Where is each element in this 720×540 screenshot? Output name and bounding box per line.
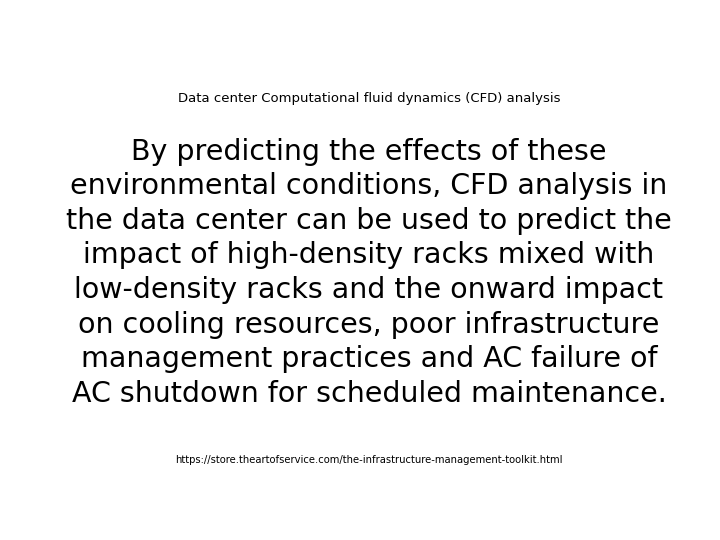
Text: By predicting the effects of these
environmental conditions, CFD analysis in
the: By predicting the effects of these envir…	[66, 138, 672, 408]
Text: Data center Computational fluid dynamics (CFD) analysis: Data center Computational fluid dynamics…	[178, 92, 560, 105]
Text: https://store.theartofservice.com/the-infrastructure-management-toolkit.html: https://store.theartofservice.com/the-in…	[175, 455, 563, 465]
